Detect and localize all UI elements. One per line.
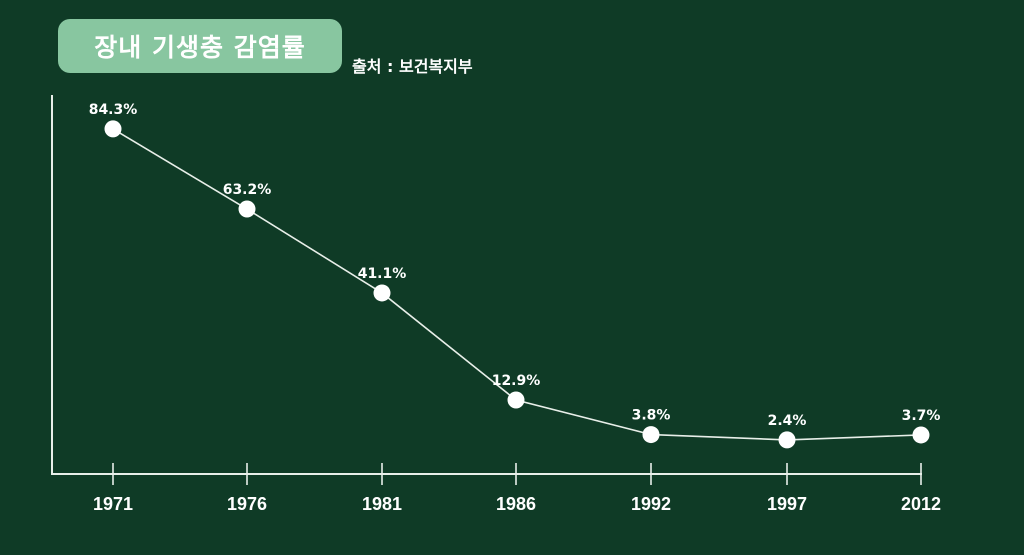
value-label: 41.1% bbox=[358, 266, 407, 282]
source-note: 출처 : 보건복지부 bbox=[352, 57, 473, 76]
x-tick-label: 1976 bbox=[227, 494, 267, 514]
data-point bbox=[373, 284, 391, 302]
value-label: 63.2% bbox=[223, 182, 272, 198]
data-point bbox=[238, 200, 256, 218]
data-points bbox=[104, 120, 930, 449]
x-tick-labels: 1971 1976 1981 1986 1992 1997 2012 bbox=[93, 494, 941, 514]
x-tick-label: 1981 bbox=[362, 494, 402, 514]
value-label: 12.9% bbox=[492, 373, 541, 389]
value-label: 2.4% bbox=[768, 413, 807, 429]
x-tick-label: 1986 bbox=[496, 494, 536, 514]
data-point bbox=[642, 426, 660, 444]
value-label: 84.3% bbox=[89, 102, 138, 118]
data-point bbox=[778, 431, 796, 449]
chart-title: 장내 기생충 감염률 bbox=[94, 33, 306, 62]
data-point bbox=[104, 120, 122, 138]
value-label: 3.7% bbox=[902, 408, 941, 424]
x-tick-label: 1971 bbox=[93, 494, 133, 514]
x-tick-label: 1997 bbox=[767, 494, 807, 514]
value-label: 3.8% bbox=[632, 408, 671, 424]
data-point bbox=[507, 391, 525, 409]
x-tick-label: 2012 bbox=[901, 494, 941, 514]
value-labels: 84.3% 63.2% 41.1% 12.9% 3.8% 2.4% 3.7% bbox=[89, 102, 941, 429]
title-badge: 장내 기생충 감염률 bbox=[58, 19, 342, 73]
data-point bbox=[912, 426, 930, 444]
x-axis-ticks bbox=[112, 463, 922, 485]
x-tick-label: 1992 bbox=[631, 494, 671, 514]
